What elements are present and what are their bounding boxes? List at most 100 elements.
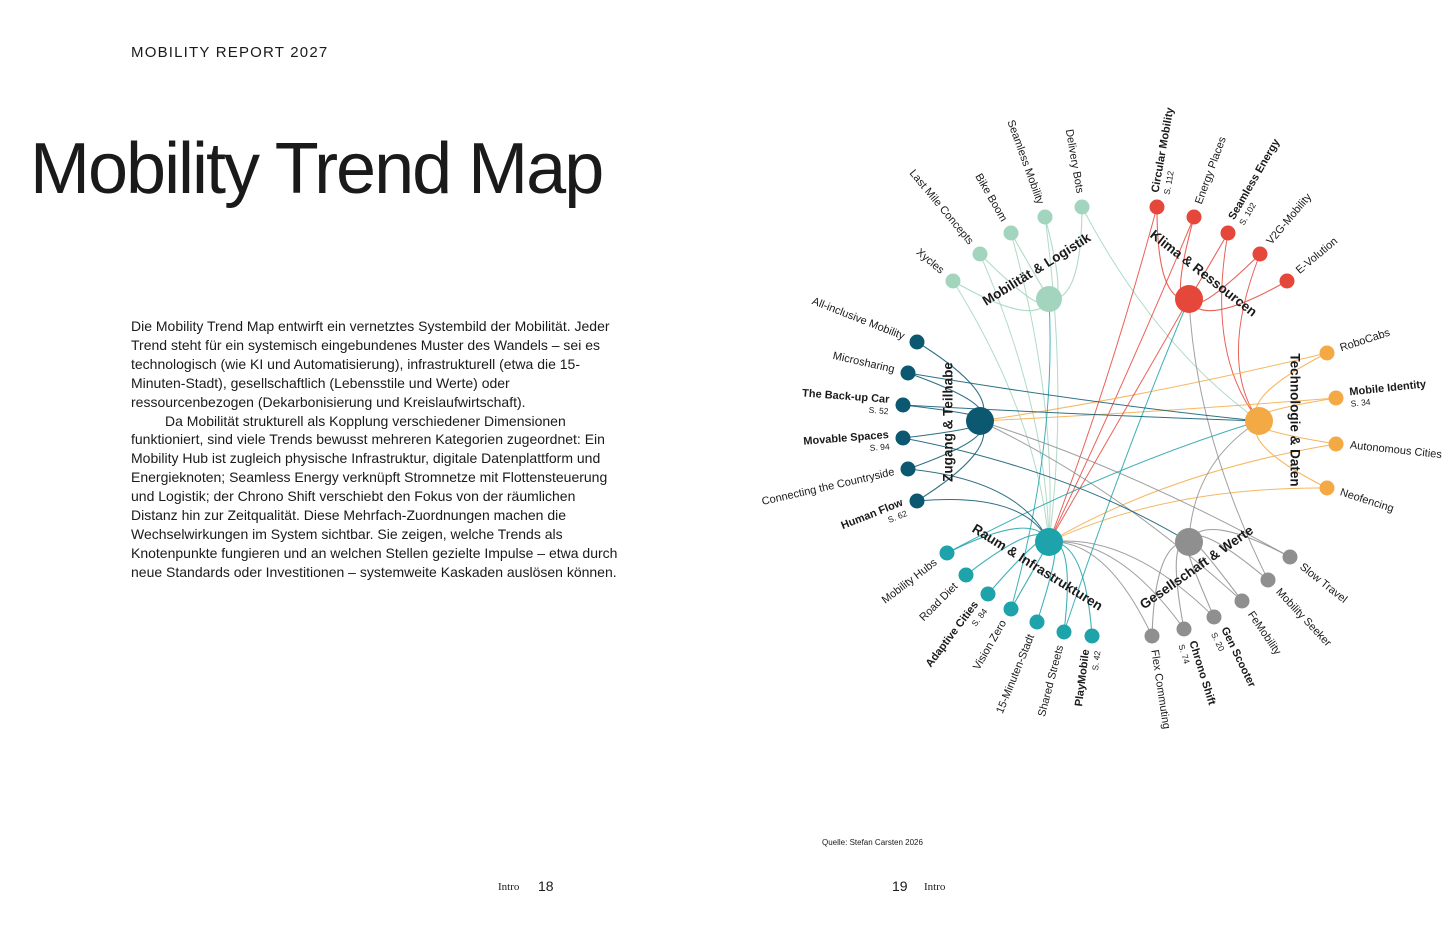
trend-node bbox=[1003, 601, 1019, 617]
trend-label: Neofencing bbox=[1339, 486, 1396, 514]
link bbox=[979, 420, 1243, 602]
trend-label: Last Mile Concepts bbox=[907, 167, 976, 247]
category-hub bbox=[1245, 407, 1273, 435]
page-number: 19 bbox=[892, 878, 908, 894]
link bbox=[979, 397, 1337, 422]
footer-section: Intro bbox=[498, 881, 520, 893]
category-label: Klima & Ressourcen bbox=[1147, 227, 1260, 320]
trend-node bbox=[1234, 593, 1250, 609]
link bbox=[1063, 298, 1190, 633]
trend-node bbox=[1029, 614, 1045, 630]
trend-node bbox=[1149, 199, 1165, 215]
link bbox=[902, 404, 1260, 422]
link bbox=[1048, 216, 1195, 543]
link bbox=[946, 420, 1260, 554]
trend-node bbox=[1319, 480, 1335, 496]
trend-node bbox=[939, 545, 955, 561]
trend-label: All-inclusive Mobility bbox=[810, 295, 906, 342]
link bbox=[1048, 298, 1190, 543]
trend-label-group: Neofencing bbox=[1339, 486, 1396, 514]
trend-label-group: V2G-Mobility bbox=[1264, 191, 1314, 247]
trend-label: Gen Scooter bbox=[1218, 625, 1258, 690]
trend-node bbox=[900, 365, 916, 381]
trend-node bbox=[958, 567, 974, 583]
trend-label: The Back-up Car bbox=[802, 387, 891, 405]
page-ref: S. 112 bbox=[1162, 170, 1176, 196]
trend-node bbox=[1084, 628, 1100, 644]
footer-section: Intro bbox=[924, 881, 946, 893]
trend-label-group: Mobility Seeker bbox=[1273, 586, 1333, 649]
trend-label-group: Mobility Hubs bbox=[880, 556, 940, 606]
link bbox=[907, 468, 1050, 543]
link bbox=[1237, 253, 1261, 422]
source-note: Quelle: Stefan Carsten 2026 bbox=[822, 838, 923, 847]
trend-label: RoboCabs bbox=[1338, 327, 1392, 355]
trend-label: Slow Travel bbox=[1297, 561, 1349, 606]
trend-label: FeMobility bbox=[1245, 609, 1283, 658]
trend-label: Mobility Seeker bbox=[1273, 586, 1333, 649]
link bbox=[952, 280, 1050, 543]
body-text: Die Mobility Trend Map entwirft ein vern… bbox=[131, 317, 623, 582]
link bbox=[1010, 232, 1051, 543]
trend-node bbox=[895, 430, 911, 446]
trend-node bbox=[980, 586, 996, 602]
category-label: Technologie & Daten bbox=[1287, 353, 1302, 486]
trend-label-group: 15-Minuten-Stadt bbox=[994, 633, 1037, 716]
trend-node bbox=[1220, 225, 1236, 241]
trend-label: Energy Places bbox=[1193, 135, 1229, 206]
trend-label-group: Energy Places bbox=[1193, 135, 1229, 206]
trend-node bbox=[900, 461, 916, 477]
link bbox=[1010, 298, 1051, 610]
trend-label: Seamless Mobility bbox=[1004, 118, 1046, 206]
trend-label-group: Road Diet bbox=[917, 581, 960, 624]
trend-label: Mobile Identity bbox=[1349, 378, 1428, 398]
trend-label: Bike Boom bbox=[972, 172, 1009, 224]
link bbox=[1081, 206, 1260, 422]
page-ref: S. 94 bbox=[869, 441, 890, 453]
trend-node bbox=[1074, 199, 1090, 215]
trend-label: Road Diet bbox=[917, 581, 960, 624]
link bbox=[1048, 541, 1185, 630]
trend-node bbox=[1279, 273, 1295, 289]
link bbox=[1048, 443, 1337, 543]
trend-node bbox=[1260, 572, 1276, 588]
trend-label-group: Slow Travel bbox=[1297, 561, 1349, 606]
trend-node bbox=[895, 397, 911, 413]
category-label: Zugang & Teilhabe bbox=[941, 362, 956, 482]
trend-node bbox=[1328, 390, 1344, 406]
trend-node bbox=[1252, 246, 1268, 262]
page-ref: S. 42 bbox=[1090, 650, 1102, 671]
trend-node bbox=[909, 334, 925, 350]
page-title: Mobility Trend Map bbox=[30, 129, 604, 209]
trend-label-group: Shared Streets bbox=[1036, 644, 1066, 719]
trend-label-group: Autonomous Cities bbox=[1349, 439, 1443, 461]
trend-label: Chrono Shift bbox=[1186, 639, 1217, 706]
trend-node bbox=[1176, 621, 1192, 637]
trend-label: PlayMobile bbox=[1073, 649, 1092, 708]
trend-label-group: RoboCabs bbox=[1338, 327, 1392, 355]
trend-label-group: Flex Commuting bbox=[1148, 649, 1172, 730]
trend-label: Autonomous Cities bbox=[1349, 439, 1443, 461]
category-hub bbox=[1175, 528, 1203, 556]
trend-node bbox=[1186, 209, 1202, 225]
trend-label: Connecting the Countryside bbox=[761, 466, 896, 508]
link bbox=[979, 253, 1050, 543]
paragraph: Da Mobilität strukturell als Kopplung ve… bbox=[131, 412, 618, 580]
trend-label: Xycles bbox=[914, 246, 947, 276]
trend-label-group: Xycles bbox=[914, 246, 947, 276]
trend-node bbox=[1282, 549, 1298, 565]
page-ref: S. 34 bbox=[1350, 397, 1371, 409]
trend-label-group: Connecting the Countryside bbox=[761, 466, 896, 508]
trend-node bbox=[1144, 628, 1160, 644]
trend-node bbox=[1003, 225, 1019, 241]
category-hub bbox=[966, 407, 994, 435]
trend-node bbox=[1206, 609, 1222, 625]
